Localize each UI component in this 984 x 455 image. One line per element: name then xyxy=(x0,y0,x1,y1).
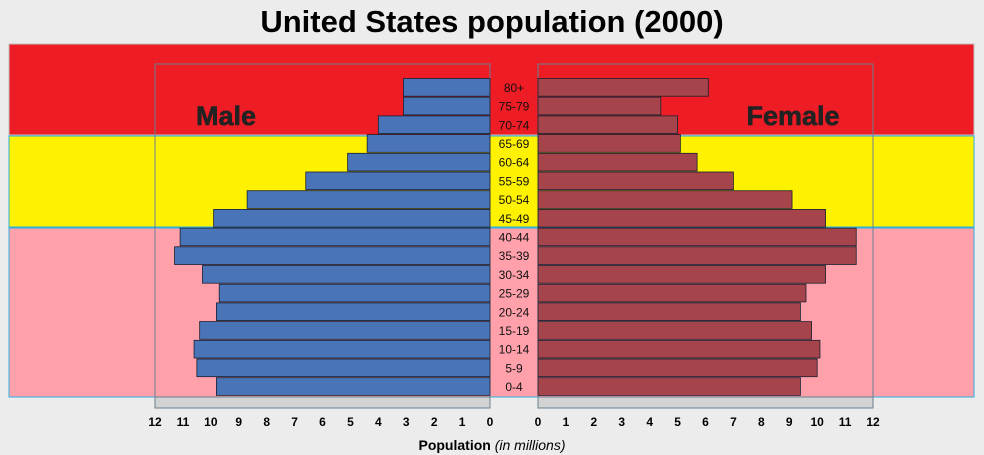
age-label-25-29: 25-29 xyxy=(499,287,530,301)
male-bar-40-44 xyxy=(179,227,491,247)
age-label-15-19: 15-19 xyxy=(499,324,530,338)
x-axis-label-unit: (in millions) xyxy=(494,437,566,453)
male-tick-11: 11 xyxy=(177,415,190,429)
age-label-50-54: 50-54 xyxy=(499,193,530,207)
female-bar-45-49 xyxy=(537,208,826,228)
age-label-65-69: 65-69 xyxy=(499,137,530,151)
female-tick-9: 9 xyxy=(786,415,793,429)
male-bar-45-49 xyxy=(213,208,491,228)
age-group-bands xyxy=(8,43,975,398)
male-bar-50-54 xyxy=(246,190,491,209)
age-label-20-24: 20-24 xyxy=(499,305,530,319)
male-bar-25-29 xyxy=(218,283,491,303)
male-bar-75-79 xyxy=(403,96,491,116)
male-tick-10: 10 xyxy=(204,415,218,429)
male-tick-5: 5 xyxy=(347,415,354,429)
male-bar-70-74 xyxy=(377,115,491,135)
age-label-10-14: 10-14 xyxy=(499,343,530,357)
female-bar-20-24 xyxy=(537,302,801,321)
male-bar-15-19 xyxy=(199,321,491,340)
female-bar-35-39 xyxy=(537,246,857,265)
female-axis-bar xyxy=(537,396,874,409)
female-bar-55-59 xyxy=(537,171,734,191)
age-label-40-44: 40-44 xyxy=(499,230,530,244)
female-tick-1: 1 xyxy=(563,415,570,429)
female-tick-7: 7 xyxy=(730,415,737,429)
age-label-70-74: 70-74 xyxy=(499,118,530,132)
age-label-45-49: 45-49 xyxy=(499,212,530,226)
male-series-label: Male xyxy=(196,101,256,131)
female-tick-5: 5 xyxy=(674,415,681,429)
age-label-60-64: 60-64 xyxy=(499,156,530,170)
female-tick-4: 4 xyxy=(646,415,653,429)
male-bar-5-9 xyxy=(196,358,491,378)
male-tick-9: 9 xyxy=(235,415,242,429)
male-tick-12: 12 xyxy=(148,415,162,429)
female-bar-70-74 xyxy=(537,115,678,135)
female-bar-10-14 xyxy=(537,339,821,359)
age-category-labels: 0-4 5-9 10-14 15-19 20-24 25-29 30-34 35-39 40-4… xyxy=(499,81,530,394)
female-tick-6: 6 xyxy=(702,415,709,429)
male-tick-2: 2 xyxy=(431,415,438,429)
female-tick-11: 11 xyxy=(839,415,852,429)
female-series-label: Female xyxy=(746,101,839,131)
male-tick-0: 0 xyxy=(487,415,494,429)
female-bar-80+ xyxy=(537,78,709,97)
female-bar-65-69 xyxy=(537,134,681,153)
male-bar-35-39 xyxy=(174,246,491,265)
age-label-0-4: 0-4 xyxy=(505,380,523,394)
male-bar-55-59 xyxy=(305,171,491,191)
age-label-30-34: 30-34 xyxy=(499,268,530,282)
female-bar-0-4 xyxy=(537,377,801,396)
bars-group xyxy=(174,78,857,396)
female-tick-8: 8 xyxy=(758,415,765,429)
x-axis-label-main: Population xyxy=(418,437,491,453)
female-bar-30-34 xyxy=(537,265,826,284)
male-bar-0-4 xyxy=(216,377,491,396)
female-tick-10: 10 xyxy=(810,415,824,429)
age-label-35-39: 35-39 xyxy=(499,249,530,263)
age-label-75-79: 75-79 xyxy=(499,100,530,114)
male-tick-3: 3 xyxy=(403,415,410,429)
male-bar-60-64 xyxy=(347,152,491,172)
female-bar-50-54 xyxy=(537,190,793,209)
age-label-80+: 80+ xyxy=(504,81,524,95)
female-bar-40-44 xyxy=(537,227,857,247)
male-tick-6: 6 xyxy=(319,415,326,429)
female-bar-25-29 xyxy=(537,283,807,303)
female-bar-75-79 xyxy=(537,96,662,116)
female-tick-2: 2 xyxy=(590,415,597,429)
female-tick-0: 0 xyxy=(535,415,542,429)
male-bar-20-24 xyxy=(216,302,491,321)
female-tick-12: 12 xyxy=(866,415,880,429)
female-bar-60-64 xyxy=(537,152,698,172)
axis-tick-labels: 12 11 10 9 8 7 6 5 4 3 2 1 0 0 1 2 3 4 5 6 7 8 9 10 11 12 xyxy=(148,415,880,429)
x-axis-label: Population (in millions) xyxy=(0,437,984,453)
female-tick-3: 3 xyxy=(618,415,625,429)
band-65-69-to-45-49 xyxy=(8,135,975,228)
male-tick-1: 1 xyxy=(459,415,466,429)
band-80+-to-70-74 xyxy=(8,43,975,136)
male-bar-10-14 xyxy=(193,339,491,359)
male-tick-8: 8 xyxy=(263,415,270,429)
chart-title: United States population (2000) xyxy=(260,4,724,39)
age-label-55-59: 55-59 xyxy=(499,174,530,188)
male-bar-65-69 xyxy=(366,134,491,153)
male-tick-4: 4 xyxy=(375,415,382,429)
age-label-5-9: 5-9 xyxy=(505,361,523,375)
male-axis-bar xyxy=(154,396,491,409)
male-bar-30-34 xyxy=(202,265,491,284)
female-bar-15-19 xyxy=(537,321,812,340)
male-bar-80+ xyxy=(403,78,491,97)
male-tick-7: 7 xyxy=(291,415,298,429)
female-bar-5-9 xyxy=(537,358,818,378)
